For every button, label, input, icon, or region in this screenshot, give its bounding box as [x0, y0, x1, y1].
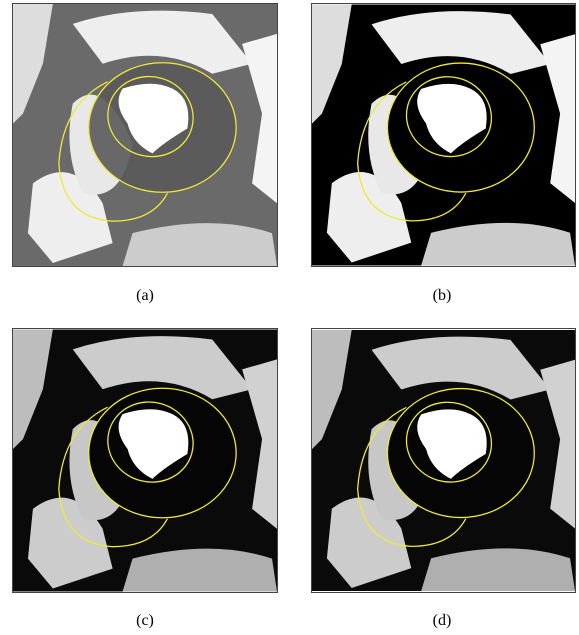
panel-caption: (a)	[136, 287, 154, 304]
panel-caption: (d)	[432, 612, 452, 629]
panel-caption: (c)	[136, 612, 154, 629]
image-panel	[311, 328, 576, 593]
panel-caption: (b)	[432, 287, 452, 304]
image-panel	[12, 328, 278, 593]
image-panel	[12, 3, 278, 267]
image-panel	[311, 3, 576, 267]
